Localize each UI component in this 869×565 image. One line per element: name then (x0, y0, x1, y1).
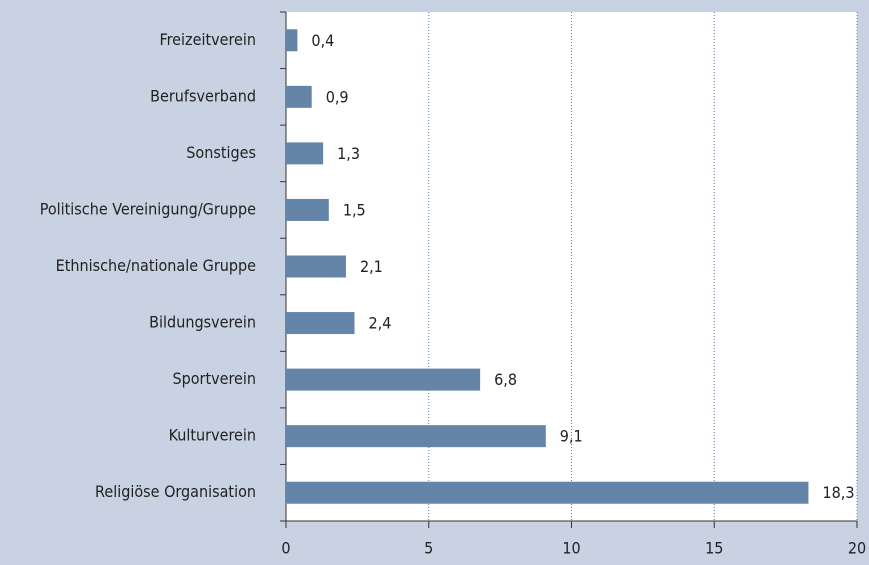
bar (286, 481, 809, 504)
value-label: 18,3 (822, 483, 854, 502)
y-tick-label: Politische Vereinigung/Gruppe (40, 199, 256, 218)
x-tick-label: 5 (424, 539, 433, 558)
value-label: 0,4 (311, 31, 334, 50)
bar (286, 198, 329, 221)
bar (286, 312, 355, 335)
y-tick-label: Sonstiges (186, 143, 256, 162)
bar (286, 425, 546, 448)
bar (286, 142, 324, 165)
x-tick-label: 15 (705, 539, 723, 558)
value-label: 2,1 (360, 257, 383, 276)
value-label: 1,5 (343, 200, 366, 219)
y-tick-label: Ethnische/nationale Gruppe (56, 256, 256, 275)
value-label: 9,1 (560, 427, 583, 446)
value-label: 1,3 (337, 144, 360, 163)
bar (286, 255, 346, 278)
x-tick-label: 0 (281, 539, 290, 558)
bar (286, 85, 312, 108)
y-tick-label: Kulturverein (169, 426, 256, 445)
bar (286, 29, 298, 52)
y-tick-label: Religiöse Organisation (95, 482, 256, 501)
y-tick-label: Sportverein (172, 369, 256, 388)
y-tick-label: Bildungsverein (149, 313, 256, 332)
x-tick-label: 10 (562, 539, 580, 558)
y-tick-label: Freizeitverein (159, 30, 256, 49)
value-label: 6,8 (494, 370, 517, 389)
x-tick-label: 20 (848, 539, 866, 558)
y-tick-label: Berufsverband (150, 86, 256, 105)
value-label: 0,9 (326, 87, 349, 106)
bar (286, 368, 481, 391)
value-label: 2,4 (369, 314, 392, 333)
